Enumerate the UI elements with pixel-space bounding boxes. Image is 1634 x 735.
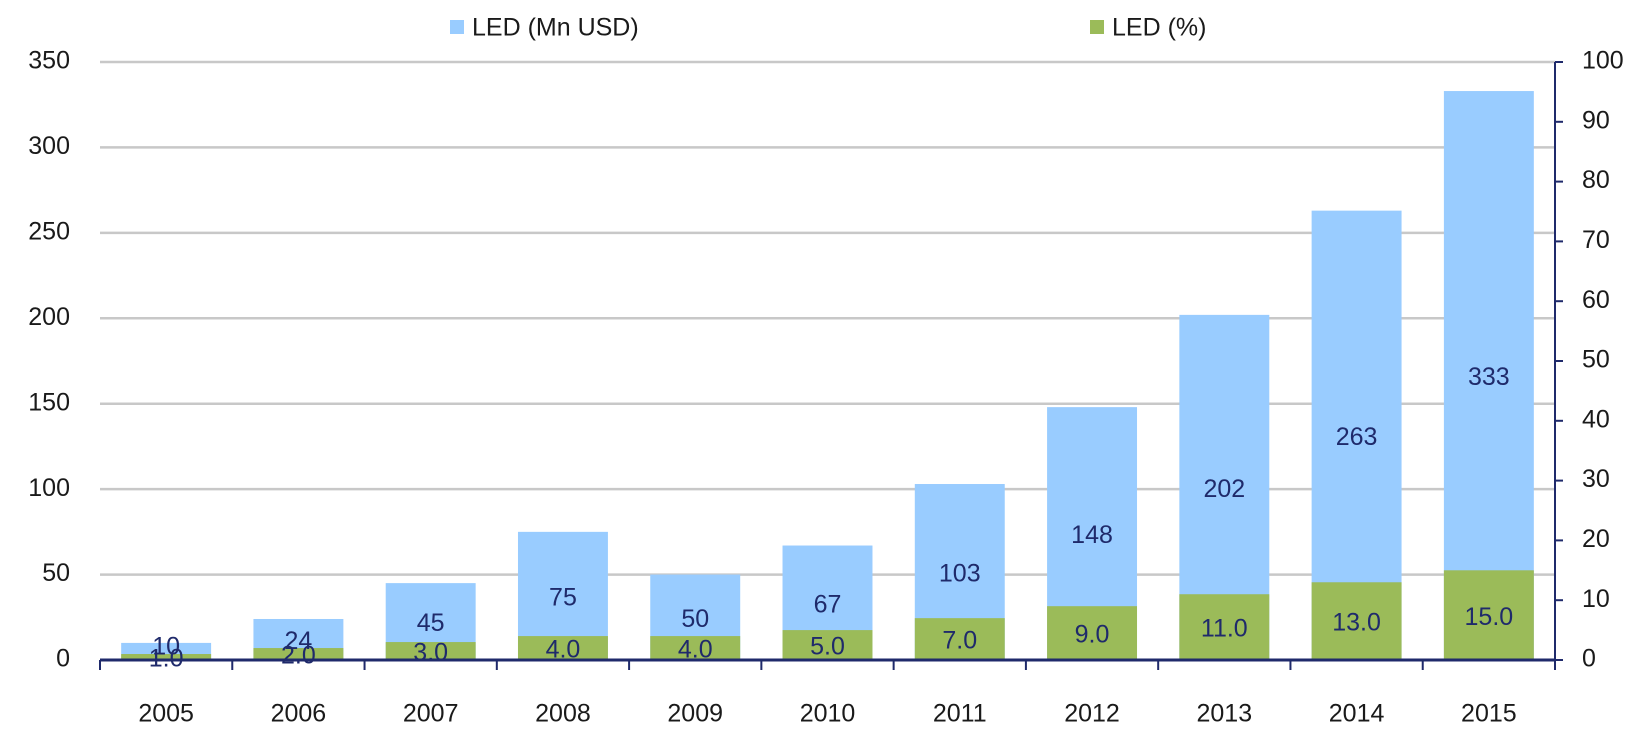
bar: [1443, 91, 1534, 660]
y-tick-label: 200: [28, 303, 70, 331]
bar: [782, 630, 873, 660]
data-label: 3.0: [413, 639, 448, 667]
bar: [650, 636, 741, 660]
y-tick-label: 100: [28, 474, 70, 502]
data-label: 15.0: [1465, 603, 1514, 631]
bar: [1179, 594, 1270, 660]
y2-tick-label: 30: [1582, 465, 1610, 493]
data-label: 263: [1336, 423, 1378, 451]
data-label: 50: [681, 605, 709, 633]
x-tick-label: 2007: [403, 700, 459, 728]
x-tick-label: 2011: [933, 700, 987, 728]
bar: [121, 654, 212, 660]
y2-tick-label: 40: [1582, 405, 1610, 433]
bar: [1311, 582, 1402, 660]
y2-tick-label: 20: [1582, 525, 1610, 553]
data-label: 75: [549, 584, 577, 612]
x-tick-label: 2015: [1461, 700, 1517, 728]
data-label: 24: [285, 627, 313, 655]
y-tick-label: 150: [28, 388, 70, 416]
legend-label: LED (%): [1112, 14, 1206, 42]
x-tick-label: 2005: [138, 700, 194, 728]
data-label: 2.0: [281, 642, 316, 670]
y2-tick-label: 90: [1582, 106, 1610, 134]
x-tick-label: 2009: [667, 700, 723, 728]
data-label: 67: [814, 590, 842, 618]
y2-tick-label: 50: [1582, 346, 1610, 374]
data-label: 9.0: [1075, 621, 1110, 649]
y2-tick-label: 0: [1582, 645, 1596, 673]
bar: [517, 636, 608, 660]
y2-tick-label: 80: [1582, 166, 1610, 194]
bar: [1443, 570, 1534, 660]
y2-tick-label: 60: [1582, 286, 1610, 314]
data-label: 103: [939, 560, 981, 588]
data-label: 7.0: [942, 627, 977, 655]
x-tick-label: 2014: [1329, 700, 1385, 728]
bar: [1047, 606, 1138, 660]
data-label: 148: [1071, 521, 1113, 549]
legend-swatch: [1090, 20, 1104, 34]
y-tick-label: 250: [28, 217, 70, 245]
data-label: 10: [152, 633, 180, 661]
x-tick-label: 2006: [271, 700, 327, 728]
data-label: 333: [1468, 363, 1510, 391]
y2-tick-label: 100: [1582, 47, 1624, 75]
y-tick-label: 0: [56, 645, 70, 673]
x-tick-label: 2010: [800, 700, 856, 728]
x-tick-label: 2013: [1197, 700, 1253, 728]
data-label: 45: [417, 609, 445, 637]
legend-swatch: [450, 20, 464, 34]
y2-tick-label: 10: [1582, 585, 1610, 613]
y-tick-label: 350: [28, 47, 70, 75]
data-label: 13.0: [1332, 609, 1381, 637]
x-tick-label: 2012: [1064, 700, 1120, 728]
y2-tick-label: 70: [1582, 226, 1610, 254]
data-label: 11.0: [1201, 615, 1248, 643]
bar: [253, 648, 344, 660]
data-label: 202: [1203, 475, 1245, 503]
legend-label: LED (Mn USD): [472, 14, 639, 42]
data-label: 5.0: [810, 633, 845, 661]
y-tick-label: 50: [42, 559, 70, 587]
bar: [914, 618, 1005, 660]
bar: [385, 642, 476, 660]
y-tick-label: 300: [28, 132, 70, 160]
x-tick-label: 2008: [535, 700, 591, 728]
